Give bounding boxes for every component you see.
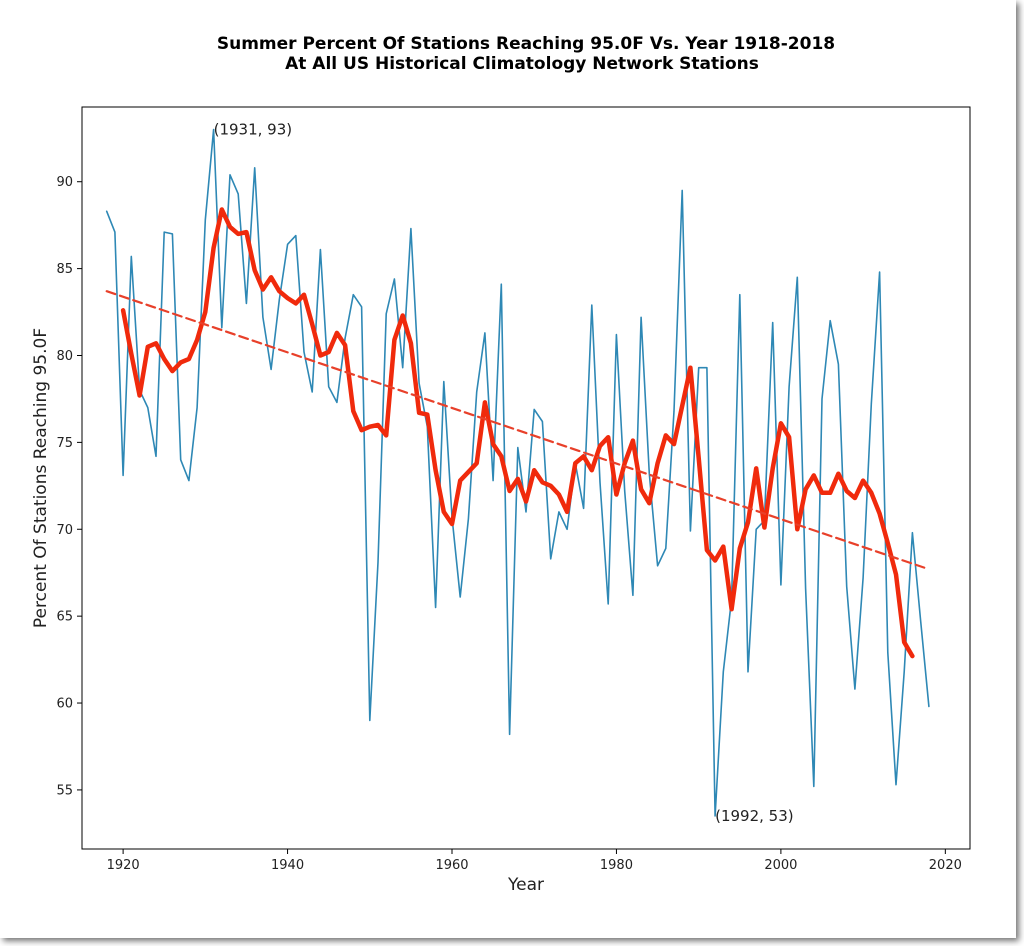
y-axis-label: Percent Of Stations Reaching 95.0F [31, 328, 51, 628]
series-trend-line [105, 290, 931, 571]
y-tick-label-85: 85 [56, 262, 73, 277]
chart-title-line-1: Summer Percent Of Stations Reaching 95.0… [217, 34, 835, 54]
x-tick-label-1940: 1940 [271, 858, 304, 873]
annotation-label-0: (1931, 93) [214, 121, 293, 139]
y-tick-label-90: 90 [56, 175, 73, 190]
y-tick-label-65: 65 [56, 610, 73, 625]
x-tick-label-1980: 1980 [600, 858, 633, 873]
x-tick-label-1960: 1960 [435, 858, 468, 873]
plot-area-frame [81, 106, 971, 850]
x-tick-label-2020: 2020 [929, 858, 962, 873]
y-tick-label-60: 60 [56, 697, 73, 712]
y-tick-label-75: 75 [56, 436, 73, 451]
x-tick-label-1920: 1920 [107, 858, 140, 873]
series-yearly-percent-line [105, 128, 930, 817]
chart-title-line-2: At All US Historical Climatology Network… [285, 54, 759, 74]
annotation-label-1: (1992, 53) [715, 807, 794, 825]
y-tick-label-70: 70 [56, 523, 73, 538]
series-moving-average-line [120, 207, 915, 659]
x-tick-label-2000: 2000 [764, 858, 797, 873]
y-tick-label-80: 80 [56, 349, 73, 364]
y-tick-label-55: 55 [56, 783, 73, 798]
x-axis-label: Year [507, 875, 544, 895]
